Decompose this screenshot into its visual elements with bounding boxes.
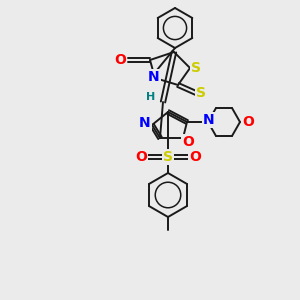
Text: N: N: [139, 116, 151, 130]
Text: H: H: [146, 92, 156, 102]
Text: O: O: [242, 115, 254, 129]
Text: S: S: [191, 61, 201, 75]
Text: O: O: [114, 53, 126, 67]
Text: S: S: [163, 150, 173, 164]
Text: N: N: [148, 70, 160, 84]
Text: O: O: [182, 135, 194, 149]
Text: N: N: [203, 113, 215, 127]
Text: S: S: [196, 86, 206, 100]
Text: O: O: [189, 150, 201, 164]
Text: O: O: [135, 150, 147, 164]
